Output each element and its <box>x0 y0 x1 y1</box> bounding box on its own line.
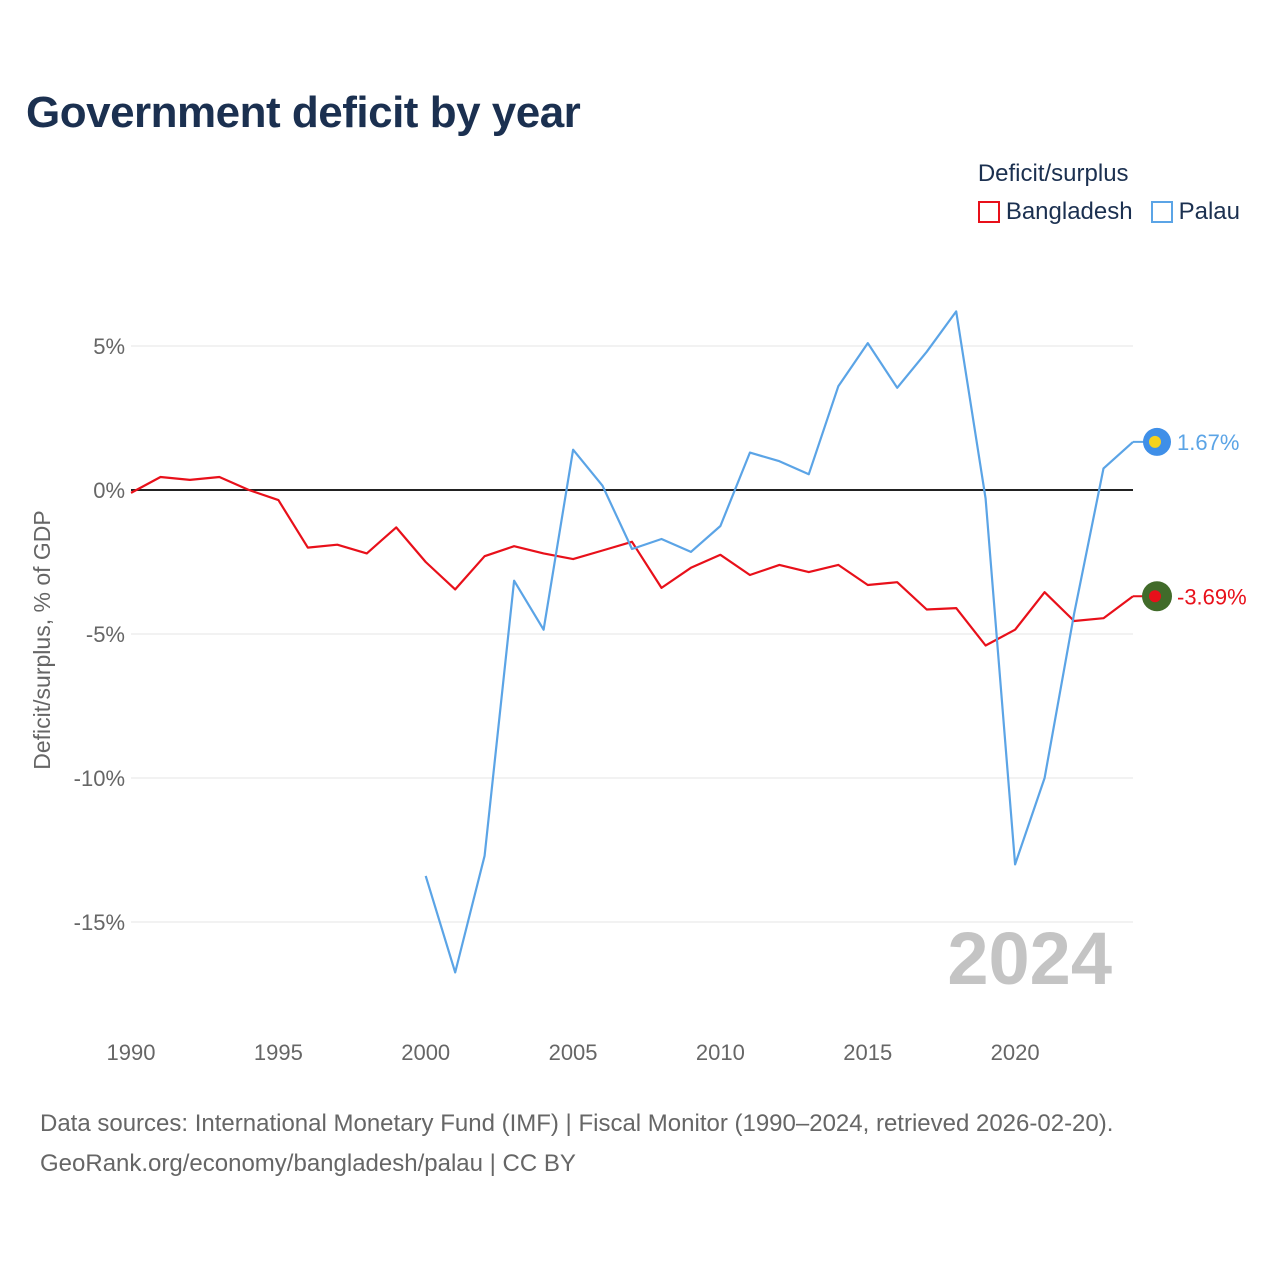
x-tick-label: 2000 <box>401 1040 450 1065</box>
end-value-label-bangladesh: -3.69% <box>1177 584 1247 609</box>
x-tick-label: 2015 <box>843 1040 892 1065</box>
y-tick-label: 5% <box>93 334 125 359</box>
x-tick-label: 2010 <box>696 1040 745 1065</box>
bangladesh-flag-disc <box>1149 590 1161 603</box>
data-source-note: Data sources: International Monetary Fun… <box>40 1110 1114 1137</box>
y-tick-label: -5% <box>86 622 125 647</box>
series-line-palau <box>424 310 1134 974</box>
end-value-label-palau: 1.67% <box>1177 430 1239 455</box>
legend-title: Deficit/surplus <box>977 160 1129 187</box>
x-tick-label: 1990 <box>107 1040 156 1065</box>
y-axis-label: Deficit/surplus, % of GDP <box>29 510 55 769</box>
x-tick-label: 1995 <box>254 1040 303 1065</box>
legend-swatch-palau <box>1150 201 1173 223</box>
palau-flag-moon <box>1149 435 1161 448</box>
x-tick-label: 2005 <box>549 1040 598 1065</box>
x-tick-label: 2020 <box>991 1040 1040 1065</box>
attribution-link[interactable]: GeoRank.org/economy/bangladesh/palau | C… <box>40 1150 576 1177</box>
legend: Deficit/surplus Bangladesh Palau <box>977 160 1240 226</box>
legend-item-bangladesh[interactable]: Bangladesh <box>977 198 1133 226</box>
legend-swatch-bangladesh <box>977 201 1000 223</box>
legend-label-palau: Palau <box>1178 198 1240 225</box>
y-tick-label: 0% <box>93 478 125 503</box>
y-tick-label: -15% <box>74 910 125 935</box>
year-watermark: 2024 <box>947 917 1112 1000</box>
footer: Data sources: International Monetary Fun… <box>40 1104 1113 1184</box>
legend-label-bangladesh: Bangladesh <box>1005 198 1133 225</box>
chart-title: Government deficit by year <box>26 88 581 137</box>
y-tick-label: -10% <box>74 766 125 791</box>
series-line-bangladesh <box>130 475 1134 647</box>
legend-item-palau[interactable]: Palau <box>1150 198 1240 226</box>
